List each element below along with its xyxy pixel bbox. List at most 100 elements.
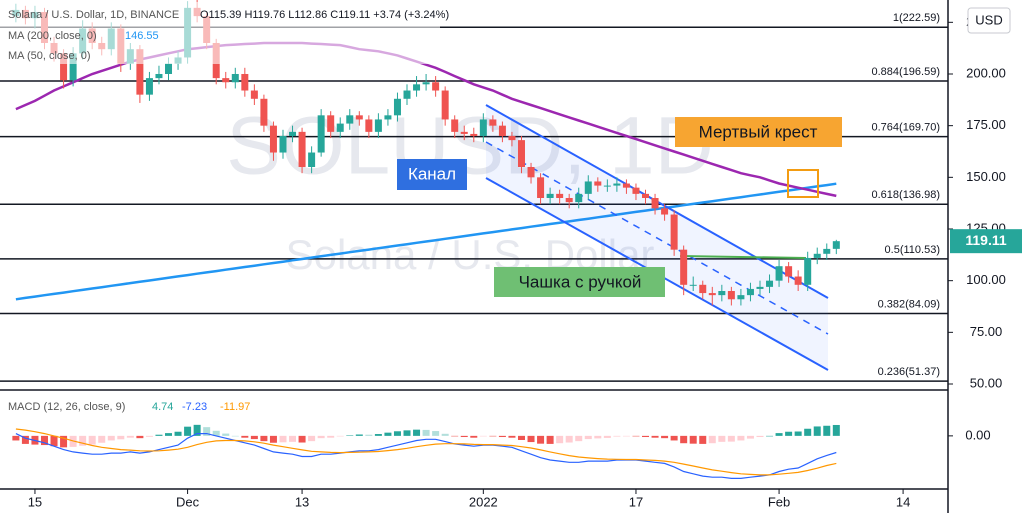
macd-bar — [40, 435, 48, 446]
macd-bar — [746, 435, 754, 439]
candle-body — [498, 125, 506, 136]
macd-bar — [527, 435, 535, 443]
macd-value: 4.74 — [152, 401, 173, 413]
macd-bar — [718, 435, 726, 442]
macd-bar — [737, 435, 745, 441]
candle-body — [489, 119, 497, 126]
candle-body — [613, 183, 621, 186]
macd-bar — [126, 435, 134, 438]
candle-body — [155, 73, 163, 79]
y-tick-label: 50.00 — [970, 375, 1003, 390]
fib-label: 0.382(84.09) — [878, 298, 940, 310]
macd-bar — [145, 435, 153, 437]
macd-bar — [60, 435, 68, 448]
candle-body — [60, 53, 68, 81]
candle-body — [441, 90, 449, 120]
candle-body — [813, 253, 821, 258]
legend-entry: MA (50, close, 0) — [8, 50, 91, 62]
macd-bar — [766, 435, 774, 437]
candle-body — [632, 187, 640, 194]
candle-body — [832, 241, 840, 249]
candle-body — [756, 286, 764, 289]
currency-badge[interactable] — [967, 7, 1011, 34]
macd-bar — [804, 428, 812, 436]
macd-bar — [556, 435, 564, 444]
macd-pane — [12, 424, 840, 479]
fib-label: 0.618(136.98) — [872, 189, 941, 201]
candle-body — [622, 183, 630, 188]
candle-body — [413, 84, 421, 91]
macd-bar — [403, 430, 411, 436]
candle-body — [289, 131, 297, 136]
annotation: Мертвый крест — [699, 122, 818, 141]
macd-bar — [165, 433, 173, 436]
macd-bar — [632, 435, 640, 437]
macd-bar — [231, 435, 239, 437]
macd-bar — [212, 430, 220, 436]
candle-body — [365, 119, 373, 132]
macd-bar — [699, 435, 707, 444]
macd-bar — [12, 435, 20, 441]
candle-body — [269, 125, 277, 153]
macd-bar — [260, 435, 268, 442]
macd-bar — [775, 433, 783, 436]
candle-body — [336, 123, 344, 132]
macd-bar — [794, 431, 802, 436]
candle-body — [222, 78, 230, 83]
fib-label: 0.764(169.70) — [872, 122, 941, 134]
candle-body — [355, 115, 363, 120]
candle-body — [537, 177, 545, 198]
candle-body — [517, 140, 525, 167]
macd-bar — [661, 435, 669, 439]
macd-bar — [813, 426, 821, 436]
x-tick-label: 2022 — [469, 494, 498, 509]
candle-body — [670, 214, 678, 250]
legend-bg — [0, 2, 440, 64]
macd-bar — [241, 435, 249, 438]
ma-line — [15, 182, 837, 301]
macd-bar — [384, 432, 392, 436]
fib-label: 0.884(196.59) — [872, 66, 941, 78]
candle-body — [546, 193, 554, 198]
macd-value: -7.23 — [182, 401, 207, 413]
macd-bar — [79, 435, 87, 446]
candle-body — [317, 115, 325, 153]
candle-body — [651, 197, 659, 209]
candle-body — [470, 133, 478, 136]
macd-bar — [832, 424, 840, 436]
macd-bar — [222, 433, 230, 436]
macd-bar — [785, 431, 793, 436]
candle-body — [327, 115, 335, 132]
candle-body — [823, 248, 831, 254]
macd-bar — [537, 435, 545, 444]
macd-bar — [546, 435, 554, 444]
macd-bar — [308, 435, 316, 442]
macd-bar — [250, 435, 258, 440]
macd-bar — [498, 435, 506, 438]
legend-entry: MA (200, close, 0) — [8, 30, 97, 42]
legend-value: 146.55 — [125, 30, 159, 42]
macd-bar — [489, 435, 497, 437]
macd-bar — [642, 435, 650, 438]
macd-bar — [584, 435, 592, 440]
candle-body — [460, 131, 468, 134]
macd-bar — [689, 435, 697, 444]
candle-body — [279, 135, 287, 153]
handle-line — [679, 255, 807, 259]
last-price: 119.11 — [965, 232, 1006, 248]
macd-bar — [594, 435, 602, 439]
macd-bar — [727, 435, 735, 442]
candle-body — [479, 119, 487, 136]
candle-body — [594, 181, 602, 186]
macd-bar — [279, 435, 287, 443]
cross-marker — [787, 169, 819, 198]
macd-bar — [50, 435, 58, 447]
candle-body — [575, 193, 583, 203]
x-tick-label: Dec — [176, 494, 200, 509]
macd-bar — [174, 431, 182, 436]
candle-body — [727, 291, 735, 300]
candle-body — [298, 131, 306, 167]
macd-bar — [355, 434, 363, 436]
candle-body — [384, 115, 392, 120]
macd-bar — [823, 425, 831, 436]
